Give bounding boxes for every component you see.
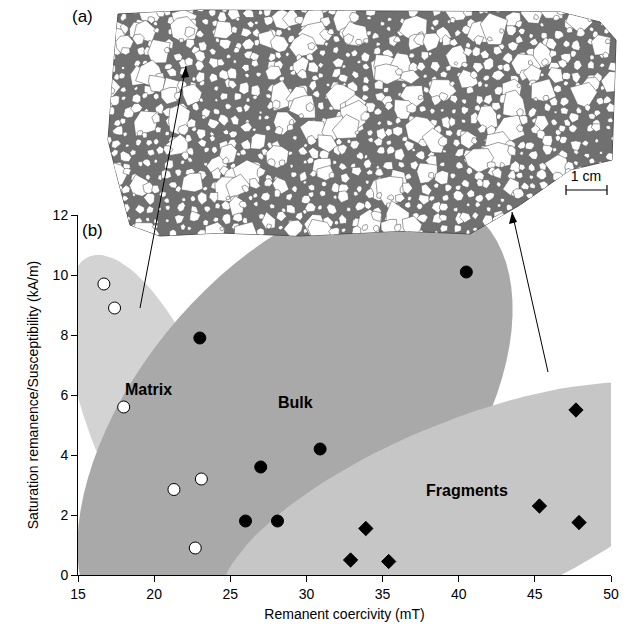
svg-text:(b): (b) [82, 221, 103, 240]
svg-text:35: 35 [375, 586, 391, 602]
svg-text:40: 40 [451, 586, 467, 602]
svg-text:6: 6 [60, 387, 68, 403]
svg-text:20: 20 [146, 586, 162, 602]
svg-text:10: 10 [53, 267, 69, 283]
svg-text:Matrix: Matrix [125, 381, 172, 398]
svg-text:0: 0 [60, 567, 68, 583]
svg-text:Bulk: Bulk [278, 394, 313, 411]
svg-text:45: 45 [527, 586, 543, 602]
svg-text:Remanent coercivity (mT): Remanent coercivity (mT) [264, 606, 424, 622]
svg-text:Fragments: Fragments [426, 482, 508, 499]
svg-text:(a): (a) [72, 7, 93, 26]
svg-text:30: 30 [299, 586, 315, 602]
svg-text:4: 4 [60, 447, 68, 463]
svg-text:2: 2 [60, 507, 68, 523]
svg-text:50: 50 [603, 586, 619, 602]
svg-text:Saturation remanence/Susceptib: Saturation remanence/Susceptibility (kA/… [25, 261, 41, 529]
svg-text:8: 8 [60, 327, 68, 343]
svg-text:1 cm: 1 cm [571, 168, 601, 184]
svg-text:12: 12 [53, 207, 69, 223]
svg-text:15: 15 [70, 586, 86, 602]
svg-text:25: 25 [223, 586, 239, 602]
